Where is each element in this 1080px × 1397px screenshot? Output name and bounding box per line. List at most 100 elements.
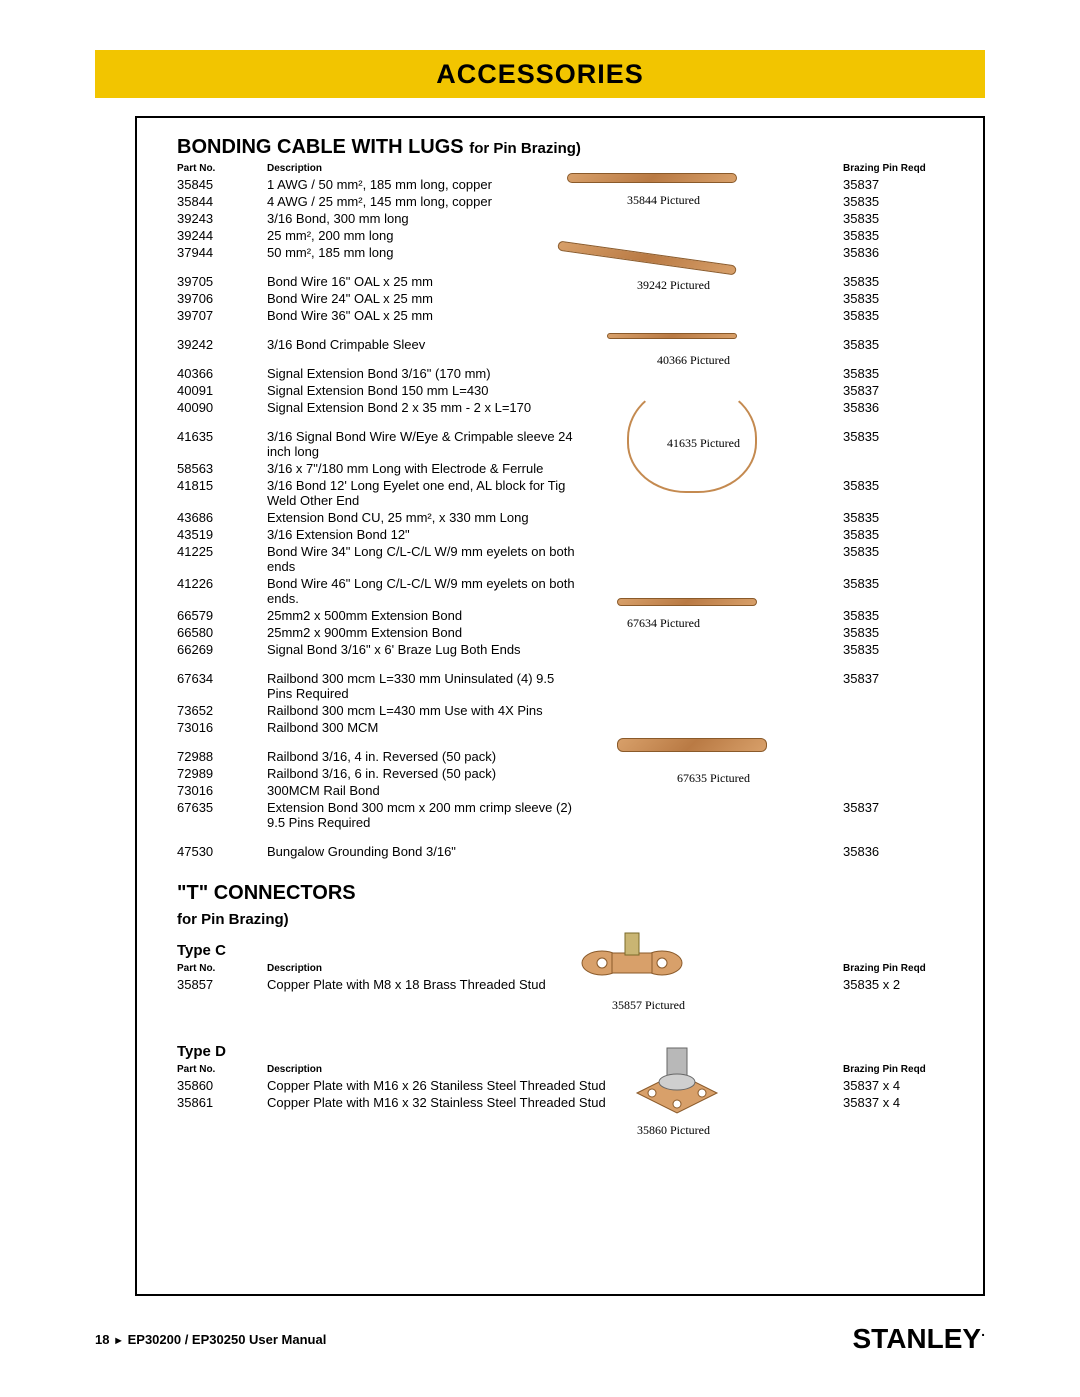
cable-image-1 bbox=[567, 173, 737, 183]
section-2-title-main: "T" CONNECTORS bbox=[177, 882, 356, 904]
part-cell: 66579 bbox=[177, 607, 267, 624]
table-row bbox=[177, 658, 943, 670]
col-header-part: Part No. bbox=[177, 1062, 267, 1077]
part-cell: 39243 bbox=[177, 210, 267, 227]
desc-cell: Railbond 300 mcm L=330 mm Uninsulated (4… bbox=[267, 670, 843, 702]
desc-cell: Extension Bond 300 mcm x 200 mm crimp sl… bbox=[267, 799, 843, 831]
arrow-icon: ► bbox=[113, 1335, 124, 1347]
pictured-label-6: 67635 Pictured bbox=[677, 771, 750, 786]
desc-cell: Railbond 300 mcm L=430 mm Use with 4X Pi… bbox=[267, 702, 843, 719]
desc-cell: Railbond 3/16, 6 in. Reversed (50 pack) bbox=[267, 765, 843, 782]
part-cell: 67635 bbox=[177, 799, 267, 831]
col-header-desc: Description bbox=[267, 161, 843, 176]
cable-image-6 bbox=[617, 738, 767, 752]
desc-cell: 3/16 Bond 12' Long Eyelet one end, AL bl… bbox=[267, 477, 843, 509]
page-number: 18 bbox=[95, 1332, 109, 1347]
table-row: 39705Bond Wire 16" OAL x 25 mm35835 bbox=[177, 273, 943, 290]
desc-cell: Railbond 300 MCM bbox=[267, 719, 843, 736]
table-row: 73016Railbond 300 MCM bbox=[177, 719, 943, 736]
table-row: 35860Copper Plate with M16 x 26 Staniles… bbox=[177, 1077, 943, 1094]
table-row: 358444 AWG / 25 mm², 145 mm long, copper… bbox=[177, 193, 943, 210]
part-cell: 35857 bbox=[177, 976, 267, 993]
content-box: 35844 Pictured 39242 Pictured 40366 Pict… bbox=[135, 116, 985, 1296]
pin-cell: 35835 bbox=[843, 575, 943, 607]
part-cell: 58563 bbox=[177, 460, 267, 477]
section-2-sub: for Pin Brazing) bbox=[177, 911, 943, 928]
desc-cell: 1 AWG / 50 mm², 185 mm long, copper bbox=[267, 176, 843, 193]
col-header-pin: Brazing Pin Reqd bbox=[843, 961, 943, 976]
desc-cell: Extension Bond CU, 25 mm², x 330 mm Long bbox=[267, 509, 843, 526]
part-cell: 39242 bbox=[177, 336, 267, 353]
col-header-pin: Brazing Pin Reqd bbox=[843, 161, 943, 176]
desc-cell: 3/16 Bond, 300 mm long bbox=[267, 210, 843, 227]
pin-cell: 35835 bbox=[843, 193, 943, 210]
part-cell: 39707 bbox=[177, 307, 267, 324]
pin-cell bbox=[843, 765, 943, 782]
table-row: 39706Bond Wire 24" OAL x 25 mm35835 bbox=[177, 290, 943, 307]
pin-cell: 35837 bbox=[843, 670, 943, 702]
desc-cell: 300MCM Rail Bond bbox=[267, 782, 843, 799]
table-row: 435193/16 Extension Bond 12"35835 bbox=[177, 526, 943, 543]
pin-cell: 35835 bbox=[843, 307, 943, 324]
type-c-heading: Type C bbox=[177, 942, 943, 959]
table-row: 72989Railbond 3/16, 6 in. Reversed (50 p… bbox=[177, 765, 943, 782]
part-cell: 72989 bbox=[177, 765, 267, 782]
pin-cell: 35835 bbox=[843, 290, 943, 307]
table-row: 40366Signal Extension Bond 3/16" (170 mm… bbox=[177, 365, 943, 382]
pin-cell: 35836 bbox=[843, 244, 943, 261]
part-cell: 39244 bbox=[177, 227, 267, 244]
table-row bbox=[177, 261, 943, 273]
part-cell: 66269 bbox=[177, 641, 267, 658]
pin-cell: 35836 bbox=[843, 399, 943, 416]
table-row: 392433/16 Bond, 300 mm long35835 bbox=[177, 210, 943, 227]
pin-cell bbox=[843, 719, 943, 736]
doc-title: EP30200 / EP30250 User Manual bbox=[128, 1332, 327, 1347]
part-cell: 40090 bbox=[177, 399, 267, 416]
cable-image-3 bbox=[607, 333, 737, 339]
part-cell: 41225 bbox=[177, 543, 267, 575]
desc-cell: 3/16 Bond Crimpable Sleev bbox=[267, 336, 843, 353]
pin-cell: 35837 bbox=[843, 799, 943, 831]
desc-cell: Signal Bond 3/16" x 6' Braze Lug Both En… bbox=[267, 641, 843, 658]
pin-cell: 35837 bbox=[843, 382, 943, 399]
pin-cell: 35835 bbox=[843, 543, 943, 575]
pin-cell: 35835 bbox=[843, 227, 943, 244]
part-cell: 35860 bbox=[177, 1077, 267, 1094]
part-cell: 47530 bbox=[177, 843, 267, 860]
table-row: 6657925mm2 x 500mm Extension Bond35835 bbox=[177, 607, 943, 624]
brand-logo: STANLEY. bbox=[853, 1323, 986, 1355]
part-cell: 40366 bbox=[177, 365, 267, 382]
pin-cell: 35837 bbox=[843, 176, 943, 193]
table-row: 39707Bond Wire 36" OAL x 25 mm35835 bbox=[177, 307, 943, 324]
table-row: 73652Railbond 300 mcm L=430 mm Use with … bbox=[177, 702, 943, 719]
part-cell: 35844 bbox=[177, 193, 267, 210]
pictured-label-5: 67634 Pictured bbox=[627, 616, 700, 631]
pin-cell: 35835 bbox=[843, 273, 943, 290]
table-row: 358451 AWG / 50 mm², 185 mm long, copper… bbox=[177, 176, 943, 193]
part-cell: 40091 bbox=[177, 382, 267, 399]
section-1-title-sub: for Pin Brazing) bbox=[469, 140, 581, 157]
part-cell: 73652 bbox=[177, 702, 267, 719]
pin-cell: 35835 bbox=[843, 210, 943, 227]
part-cell: 67634 bbox=[177, 670, 267, 702]
desc-cell: Signal Extension Bond 150 mm L=430 bbox=[267, 382, 843, 399]
col-header-part: Part No. bbox=[177, 961, 267, 976]
part-cell: 72988 bbox=[177, 748, 267, 765]
col-header-desc: Description bbox=[267, 1062, 843, 1077]
desc-cell: 4 AWG / 25 mm², 145 mm long, copper bbox=[267, 193, 843, 210]
desc-cell: Copper Plate with M8 x 18 Brass Threaded… bbox=[267, 976, 843, 993]
part-cell: 41226 bbox=[177, 575, 267, 607]
part-cell: 35861 bbox=[177, 1094, 267, 1111]
pin-cell bbox=[843, 702, 943, 719]
type-c-pictured: 35857 Pictured bbox=[612, 998, 685, 1013]
table-row: 40091Signal Extension Bond 150 mm L=4303… bbox=[177, 382, 943, 399]
desc-cell: Copper Plate with M16 x 32 Stainless Ste… bbox=[267, 1094, 843, 1111]
part-cell: 37944 bbox=[177, 244, 267, 261]
desc-cell: 25mm2 x 900mm Extension Bond bbox=[267, 624, 843, 641]
table-row: 585633/16 x 7"/180 mm Long with Electrod… bbox=[177, 460, 943, 477]
table-row: 66269Signal Bond 3/16" x 6' Braze Lug Bo… bbox=[177, 641, 943, 658]
pictured-label-2: 39242 Pictured bbox=[637, 278, 710, 293]
table-row: 47530Bungalow Grounding Bond 3/16"35836 bbox=[177, 843, 943, 860]
desc-cell: 3/16 x 7"/180 mm Long with Electrode & F… bbox=[267, 460, 843, 477]
part-cell: 41635 bbox=[177, 428, 267, 460]
